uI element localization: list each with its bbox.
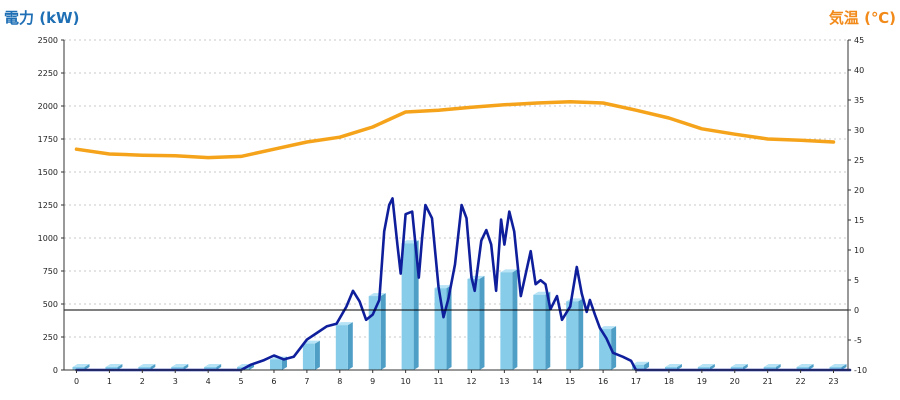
x-tick-label: 13 [499,377,509,386]
right-tick-label: 15 [854,216,864,225]
x-tick-label: 22 [795,377,805,386]
x-tick-label: 1 [107,377,112,386]
power-bar [500,269,518,370]
power-bar [566,298,584,370]
x-tick-label: 3 [173,377,178,386]
left-tick-label: 250 [43,333,58,342]
power-bar [467,275,485,370]
power-bars [72,240,847,370]
series-lines [74,100,852,372]
x-tick-label: 15 [565,377,575,386]
right-tick-label: 45 [854,36,864,45]
right-tick-label: 10 [854,246,864,255]
x-tick-label: 4 [206,377,211,386]
left-tick-label: 1500 [38,168,58,177]
power-bar [204,364,222,370]
x-tick-label: 20 [730,377,740,386]
x-tick-label: 10 [401,377,411,386]
right-tick-label: 0 [854,306,859,315]
right-tick-label: 20 [854,186,864,195]
x-tick-label: 12 [466,377,476,386]
right-tick-label: -10 [854,366,867,375]
right-tick-label: 30 [854,126,864,135]
power-bar [829,364,847,370]
right-axis-title: 気温 (℃) [829,9,896,27]
left-tick-label: 1000 [38,234,58,243]
x-tick-label: 2 [140,377,145,386]
left-tick-label: 1750 [38,135,58,144]
power-bar [105,364,123,370]
power-bar [302,340,320,370]
right-tick-label: -5 [854,336,862,345]
power-bar [138,364,156,370]
left-tick-label: 0 [53,366,58,375]
temperature-line [74,100,836,160]
x-tick-label: 14 [532,377,542,386]
right-tick-label: 5 [854,276,859,285]
axes [61,39,851,373]
power-bar [796,364,814,370]
x-tick-label: 8 [337,377,342,386]
x-tick-label: 0 [74,377,79,386]
x-tick-label: 23 [828,377,838,386]
power-bar [664,364,682,370]
left-tick-label: 2000 [38,102,58,111]
power-bar [171,364,189,370]
x-tick-label: 16 [598,377,608,386]
x-tick-label: 19 [697,377,707,386]
right-tick-label: 35 [854,96,864,105]
power-bar [335,322,353,370]
x-tick-label: 11 [433,377,443,386]
gridlines [64,39,848,338]
x-tick-label: 7 [304,377,309,386]
left-tick-label: 2500 [38,36,58,45]
power-bar [72,364,90,370]
x-tick-label: 18 [664,377,674,386]
power-line [75,197,852,372]
right-tick-label: 40 [854,66,864,75]
power-bar [533,291,551,370]
left-tick-label: 750 [43,267,58,276]
left-tick-label: 1250 [38,201,58,210]
left-axis-title: 電力 (kW) [4,9,79,27]
tick-labels: 02505007501000125015001750200022502500-1… [38,36,867,386]
x-tick-label: 6 [271,377,276,386]
power-bar [730,364,748,370]
x-tick-label: 17 [631,377,641,386]
x-tick-label: 5 [239,377,244,386]
power-bar [697,364,715,370]
power-bar [763,364,781,370]
x-tick-label: 9 [370,377,375,386]
left-tick-label: 500 [43,300,58,309]
x-tick-label: 21 [763,377,773,386]
power-bar [632,361,650,370]
power-bar [434,285,452,370]
right-tick-label: 25 [854,156,864,165]
left-tick-label: 2250 [38,69,58,78]
